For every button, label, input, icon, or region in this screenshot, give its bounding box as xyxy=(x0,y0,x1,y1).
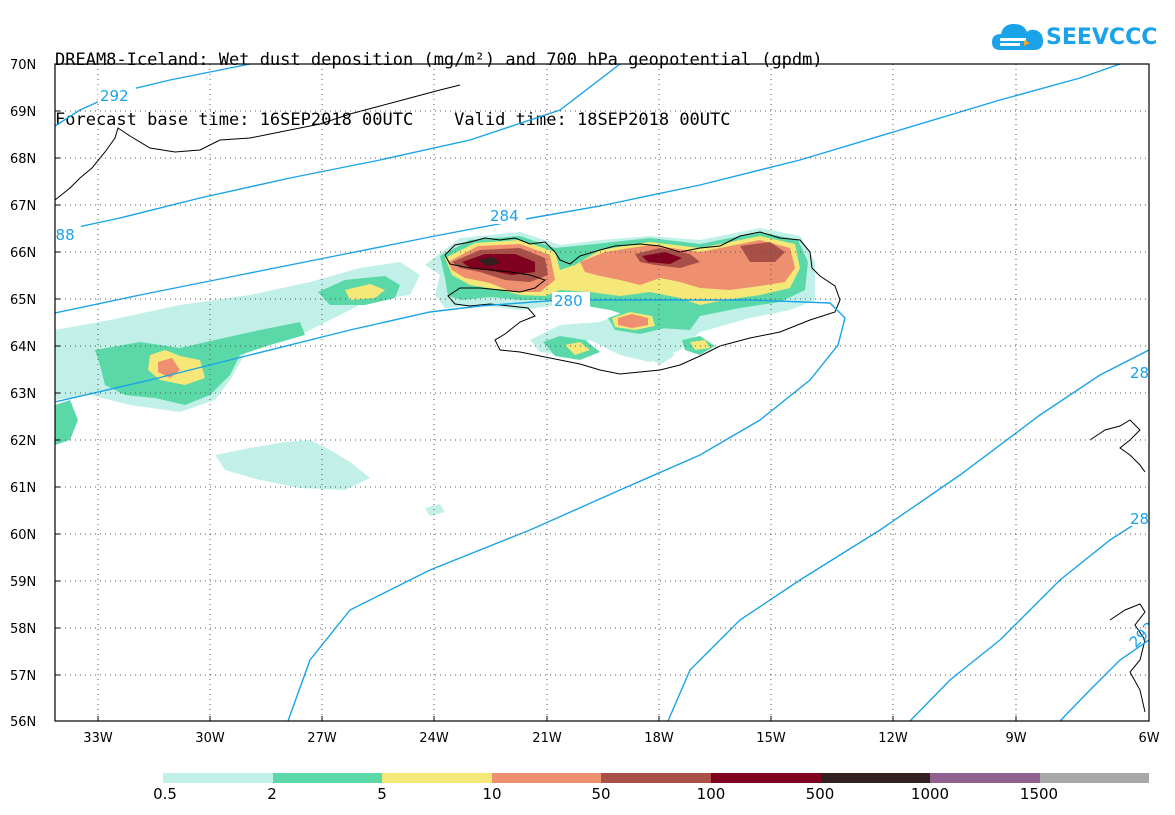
lon-label-33w: 33W xyxy=(83,731,113,746)
contour-label-288-lower: 288 xyxy=(1130,510,1159,528)
plot-area: 292 288 284 280 288 288 292 xyxy=(46,64,1159,721)
lon-label-15w: 15W xyxy=(756,731,786,746)
lon-label-27w: 27W xyxy=(307,731,337,746)
lat-label-56n: 56N xyxy=(10,715,36,730)
legend-bar xyxy=(163,773,1150,783)
tick-marks xyxy=(55,63,1017,721)
contour-label-288-left: 288 xyxy=(46,226,75,244)
dust-deposition-field xyxy=(55,228,815,516)
logo-text: SEEVCCC xyxy=(1046,25,1158,50)
lat-label-59n: 59N xyxy=(10,575,36,590)
legend-label: 10 xyxy=(482,785,502,803)
lon-label-9w: 9W xyxy=(1005,731,1026,746)
legend-swatch xyxy=(163,773,273,783)
lat-label-62n: 62N xyxy=(10,434,36,449)
lon-label-12w: 12W xyxy=(878,731,908,746)
legend-label: 1000 xyxy=(910,785,950,803)
legend-swatch xyxy=(930,773,1040,783)
contour-label-292-lower: 292 xyxy=(1126,618,1159,651)
legend-swatch xyxy=(820,773,931,783)
contour-label-280: 280 xyxy=(554,292,583,310)
legend-swatch xyxy=(382,773,492,783)
legend-labels: 0.5 2 5 10 50 100 500 1000 1500 xyxy=(153,785,1163,805)
legend-label: 50 xyxy=(591,785,611,803)
legend-label: 1500 xyxy=(1019,785,1059,803)
contour-label-288-right: 288 xyxy=(1130,364,1159,382)
lat-label-69n: 69N xyxy=(10,105,36,120)
lat-label-58n: 58N xyxy=(10,622,36,637)
legend-swatch xyxy=(601,773,711,783)
legend-label: 5 xyxy=(377,785,387,803)
color-legend: 0.5 2 5 10 50 100 500 1000 1500 xyxy=(153,773,1150,803)
longitude-labels: 33W 30W 27W 24W 21W 18W 15W 12W 9W 6W xyxy=(83,731,1159,746)
lon-label-24w: 24W xyxy=(419,731,449,746)
legend-swatch xyxy=(491,773,602,783)
lat-label-66n: 66N xyxy=(10,246,36,261)
lat-label-64n: 64N xyxy=(10,340,36,355)
lat-label-70n: 70N xyxy=(10,58,36,73)
coastlines xyxy=(55,84,1146,713)
lon-label-21w: 21W xyxy=(532,731,562,746)
lon-label-18w: 18W xyxy=(644,731,674,746)
lat-label-63n: 63N xyxy=(10,387,36,402)
legend-label: 2 xyxy=(267,785,277,803)
contour-label-284: 284 xyxy=(490,207,519,225)
lat-label-65n: 65N xyxy=(10,293,36,308)
legend-label: 500 xyxy=(805,785,835,803)
legend-label: 100 xyxy=(696,785,726,803)
lon-label-6w: 6W xyxy=(1138,731,1159,746)
contour-labels: 292 288 284 280 288 288 292 xyxy=(46,86,1159,651)
lat-label-57n: 57N xyxy=(10,669,36,684)
map-title: DREAM8-Iceland: Wet dust deposition (mg/… xyxy=(55,10,823,150)
lon-label-30w: 30W xyxy=(195,731,225,746)
cloud-icon xyxy=(992,24,1043,50)
title-line-2: Forecast base time: 16SEP2018 00UTC Vali… xyxy=(55,110,731,130)
lat-label-61n: 61N xyxy=(10,481,36,496)
legend-swatch xyxy=(272,773,383,783)
title-line-1: DREAM8-Iceland: Wet dust deposition (mg/… xyxy=(55,50,823,70)
lat-label-68n: 68N xyxy=(10,152,36,167)
legend-swatch xyxy=(710,773,821,783)
lat-label-60n: 60N xyxy=(10,528,36,543)
seevccc-logo: SEEVCCC xyxy=(990,18,1157,58)
contour-label-292: 292 xyxy=(100,87,129,105)
legend-swatch xyxy=(1039,773,1150,783)
lat-label-67n: 67N xyxy=(10,199,36,214)
latitude-labels: 70N 69N 68N 67N 66N 65N 64N 63N 62N 61N … xyxy=(10,58,36,730)
geopotential-contours xyxy=(55,64,1149,721)
legend-label: 0.5 xyxy=(153,785,177,803)
